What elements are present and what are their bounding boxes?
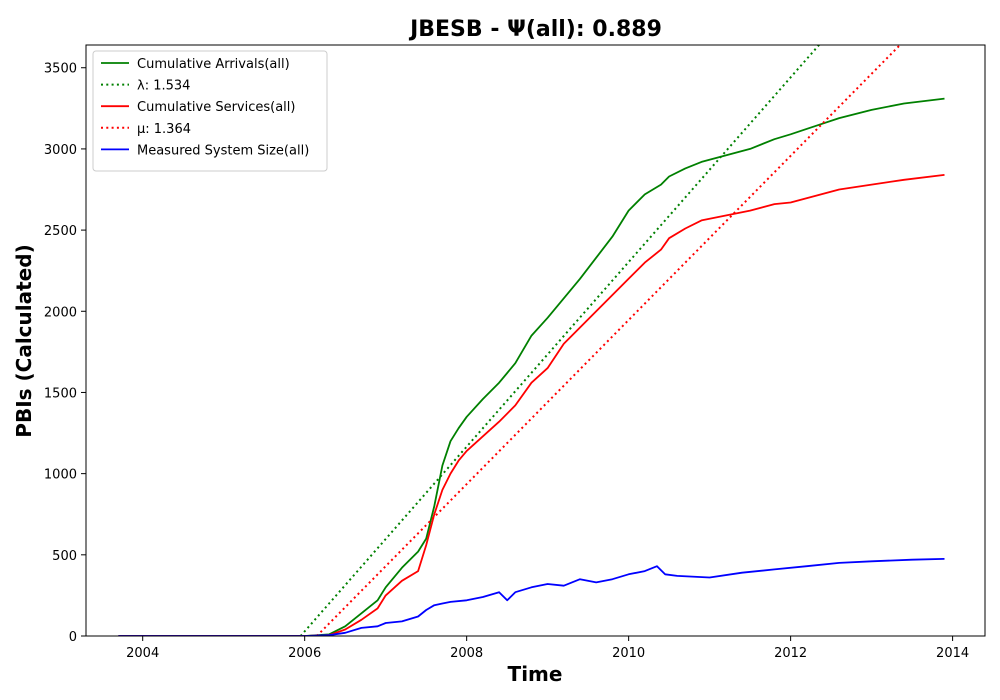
x-tick-label: 2012	[774, 646, 807, 661]
x-axis-label: Time	[508, 662, 563, 686]
series-line-4	[118, 558, 945, 636]
legend-label: Measured System Size(all)	[137, 143, 309, 158]
series-line-2	[118, 174, 945, 636]
y-tick-label: 0	[69, 630, 77, 645]
x-tick-label: 2008	[450, 646, 483, 661]
axes: 2004 2006 2008 2010 2012 2014 0 500 1000 1500 2000…	[44, 44, 986, 661]
legend-label: μ: 1.364	[137, 122, 191, 137]
legend-label: Cumulative Arrivals(all)	[137, 57, 290, 72]
y-tick-label: 1500	[44, 386, 77, 401]
series-line-1	[299, 45, 820, 636]
series-line-3	[316, 45, 901, 636]
y-tick-label: 2500	[44, 224, 77, 239]
x-tick-label: 2006	[288, 646, 321, 661]
series-line-0	[118, 97, 945, 636]
chart-title: JBESB - Ψ(all): 0.889	[408, 17, 662, 42]
x-tick-label: 2004	[126, 646, 159, 661]
x-tick-label: 2014	[936, 646, 969, 661]
plot-frame	[85, 44, 986, 637]
x-tick-label: 2010	[612, 646, 645, 661]
y-tick-label: 1000	[44, 468, 77, 483]
y-tick-label: 3000	[44, 143, 77, 158]
y-tick-label: 2000	[44, 305, 77, 320]
plot-lines	[118, 45, 945, 636]
legend: Cumulative Arrivals(all) λ: 1.534 Cumulati…	[92, 50, 328, 172]
legend-label: Cumulative Services(all)	[137, 100, 295, 115]
legend-box	[92, 50, 328, 172]
y-tick-label: 500	[52, 549, 77, 564]
legend-label: λ: 1.534	[137, 79, 190, 94]
y-tick-label: 3500	[44, 62, 77, 77]
y-axis-label: PBIs (Calculated)	[12, 244, 36, 437]
